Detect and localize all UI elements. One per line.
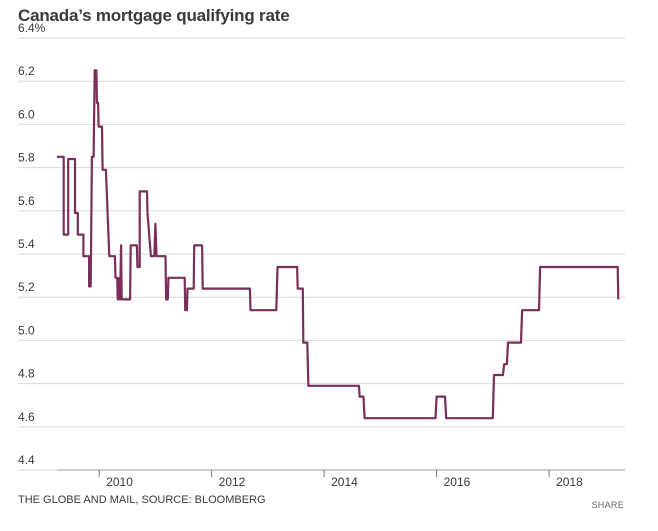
chart-title: Canada’s mortgage qualifying rate: [18, 6, 290, 25]
x-tick-label: 2010: [106, 475, 133, 489]
series-line-qualifying-rate: [57, 69, 620, 420]
y-tick-label: 5.8: [18, 151, 35, 165]
x-tick-label: 2018: [556, 475, 583, 489]
y-tick-label: 4.8: [18, 367, 35, 381]
y-tick-label: 5.4: [18, 237, 35, 251]
y-axis-tick-labels: 6.4% 6.2 6.0 5.8 5.6 5.4 5.2 5.0 4.8 4.6 4.4: [18, 21, 46, 467]
x-tick-label: 2012: [219, 475, 246, 489]
y-tick-label: 5.2: [18, 280, 35, 294]
y-tick-label: 5.0: [18, 323, 35, 337]
source-note: THE GLOBE AND MAIL, SOURCE: BLOOMBERG: [18, 494, 266, 506]
chart-series: [57, 69, 620, 420]
share-link[interactable]: SHARE: [591, 500, 624, 510]
x-tick-label: 2014: [331, 475, 358, 489]
y-tick-label: 4.6: [18, 410, 35, 424]
x-tick-label: 2016: [444, 475, 471, 489]
y-tick-label: 6.0: [18, 107, 35, 121]
x-axis: 2010 2012 2014 2016 2018: [57, 469, 625, 489]
y-tick-label: 6.4%: [18, 21, 46, 35]
y-tick-label: 5.6: [18, 194, 35, 208]
y-tick-label: 4.4: [18, 453, 35, 467]
y-tick-label: 6.2: [18, 64, 35, 78]
